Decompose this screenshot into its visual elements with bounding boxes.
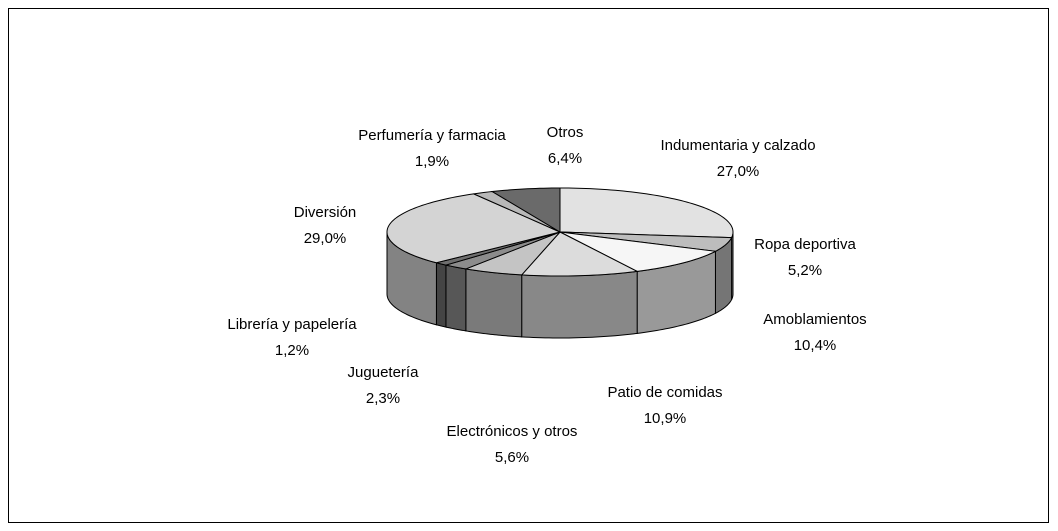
pie-side — [445, 264, 467, 332]
pie-slice — [386, 193, 562, 264]
pie-slice — [463, 231, 561, 276]
slice-label: Indumentaria y calzado — [660, 137, 815, 154]
slice-label: Librería y papelería — [227, 316, 357, 333]
slice-value-label: 10,9% — [644, 410, 687, 427]
slice-label: Perfumería y farmacia — [358, 127, 506, 144]
slice-label: Ropa deportiva — [754, 236, 856, 253]
pie-side — [465, 268, 523, 338]
slice-value-label: 1,2% — [275, 342, 309, 359]
slice-value-label: 29,0% — [304, 230, 347, 247]
slice-value-label: 1,9% — [415, 153, 449, 170]
slice-label: Diversión — [294, 204, 357, 221]
slice-label: Otros — [547, 124, 584, 141]
slice-label: Patio de comidas — [607, 384, 722, 401]
pie-slice — [559, 187, 734, 239]
slice-value-label: 10,4% — [794, 337, 837, 354]
pie-side — [435, 262, 447, 328]
slice-label: Amoblamientos — [763, 311, 866, 328]
pie-slice — [445, 231, 561, 270]
slice-value-label: 5,6% — [495, 449, 529, 466]
slice-value-label: 6,4% — [548, 150, 582, 167]
pie-side — [521, 270, 638, 339]
slice-value-label: 2,3% — [366, 390, 400, 407]
slice-label: Juguetería — [348, 364, 420, 381]
pie-slice — [490, 187, 561, 233]
pie-slice — [559, 231, 718, 272]
slice-value-label: 27,0% — [717, 163, 760, 180]
slice-value-label: 5,2% — [788, 262, 822, 279]
slice-label: Electrónicos y otros — [447, 423, 578, 440]
